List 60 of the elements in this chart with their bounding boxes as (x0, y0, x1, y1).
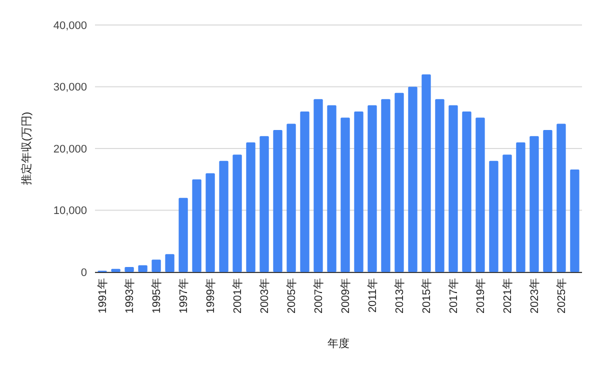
bar (435, 99, 444, 272)
y-tick-label: 40,000 (53, 20, 87, 32)
bar (570, 169, 580, 272)
bar (111, 268, 120, 272)
x-tick-label: 2003年 (259, 278, 272, 314)
bar (340, 118, 350, 272)
y-tick-label: 30,000 (53, 82, 87, 94)
x-axis-title: 年度 (328, 337, 350, 350)
y-tick-label: 20,000 (53, 143, 87, 156)
x-tick-label: 2019年 (475, 278, 488, 314)
x-tick-label: 2005年 (286, 278, 298, 314)
bar (502, 154, 512, 272)
x-tick-label: 1993年 (124, 278, 136, 314)
bar (219, 160, 228, 272)
bar (152, 260, 161, 272)
bar (178, 198, 188, 272)
x-tick-label: 1991年 (97, 278, 110, 314)
x-tick-label: 2021年 (502, 278, 514, 314)
bar (192, 179, 202, 272)
bar (408, 86, 418, 272)
bar (124, 267, 134, 272)
bar (246, 142, 256, 272)
x-tick-label: 1995年 (151, 278, 164, 314)
bar (300, 111, 310, 272)
y-tick-label: 0 (80, 266, 87, 279)
x-tick-label: 2025年 (556, 278, 568, 314)
bar (314, 99, 323, 272)
bar (327, 105, 336, 272)
bar (368, 105, 377, 272)
bar (273, 130, 282, 272)
bar (489, 160, 498, 272)
bar (516, 142, 526, 272)
x-tick-label: 2013年 (394, 278, 406, 314)
x-tick-label: 1999年 (205, 278, 218, 314)
y-tick-label: 10,000 (53, 205, 87, 218)
bar (206, 173, 215, 272)
x-tick-label: 2015年 (421, 278, 434, 314)
bar (422, 74, 431, 272)
x-tick-label: 2001年 (232, 278, 244, 314)
bar (543, 130, 552, 272)
bar (476, 118, 485, 272)
x-tick-label: 2023年 (529, 278, 542, 314)
x-tick-label: 2007年 (313, 278, 326, 314)
bar (381, 99, 390, 272)
bar (448, 105, 458, 272)
bar (530, 136, 539, 272)
bar (394, 92, 404, 272)
bar (260, 136, 269, 272)
bar (232, 154, 242, 272)
x-tick-label: 2017年 (448, 278, 460, 314)
bar (462, 111, 472, 272)
x-tick-label: 1997年 (178, 278, 190, 314)
bar (138, 265, 148, 272)
bar (556, 124, 566, 272)
bar (354, 111, 364, 272)
bar (286, 124, 296, 272)
x-tick-label: 2011年 (367, 278, 380, 313)
x-tick-label: 2009年 (340, 278, 352, 314)
y-axis-title: 推定年収(万円) (20, 112, 33, 186)
bar (165, 254, 174, 272)
